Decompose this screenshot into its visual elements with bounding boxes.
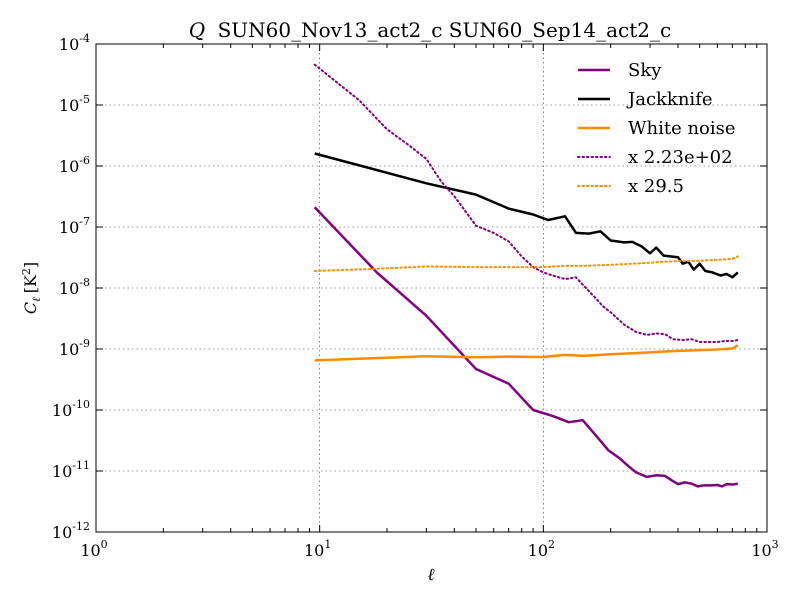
x-tick-exp: 3 — [772, 538, 779, 551]
y-tick-label: 10-4 — [59, 32, 90, 54]
y-label-sub: ℓ — [30, 297, 43, 302]
series-line-4 — [313, 63, 739, 343]
y-tick-base: 10 — [59, 279, 79, 298]
title-symbol: Q — [189, 18, 205, 42]
y-tick-label: 10-5 — [59, 93, 90, 115]
y-tick-base: 10 — [59, 157, 79, 176]
x-axis-label: ℓ — [427, 565, 434, 585]
y-label-unit-open: [K — [21, 274, 40, 293]
x-tick-base: 10 — [528, 541, 548, 560]
series-line-2 — [314, 152, 739, 279]
title-text: SUN60_Nov13_act2_c SUN60_Sep14_act2_c — [218, 18, 672, 42]
y-tick-exp: -4 — [79, 32, 90, 45]
y-tick-exp: -6 — [79, 154, 90, 167]
y-tick-base: 10 — [52, 401, 72, 420]
y-tick-label: 10-8 — [59, 276, 90, 298]
y-tick-exp: -12 — [72, 520, 90, 533]
y-label-unit-close: ] — [21, 262, 40, 268]
x-tick-exp: 1 — [324, 538, 331, 551]
axis-ticks — [95, 43, 768, 533]
y-tick-base: 10 — [59, 96, 79, 115]
y-tick-base: 10 — [59, 218, 79, 237]
y-tick-label: 10-10 — [52, 398, 90, 420]
y-tick-exp: -11 — [72, 459, 90, 472]
y-tick-label: 10-11 — [52, 459, 90, 481]
x-tick-base: 10 — [304, 541, 324, 560]
y-tick-exp: -7 — [79, 215, 90, 228]
grid-lines — [96, 44, 767, 532]
y-tick-label: 10-9 — [59, 337, 90, 359]
y-tick-base: 10 — [59, 340, 79, 359]
series-line-5 — [313, 255, 739, 272]
x-tick-base: 10 — [80, 541, 100, 560]
y-tick-label: 10-12 — [52, 520, 90, 542]
y-tick-exp: -10 — [72, 398, 90, 411]
x-tick-label: 102 — [528, 538, 555, 560]
legend-label-4: x 2.23e+02 — [628, 147, 733, 168]
chart-title: Q SUN60_Nov13_act2_c SUN60_Sep14_act2_c — [189, 18, 671, 42]
x-tick-label: 100 — [80, 538, 107, 560]
x-tick-exp: 0 — [101, 538, 108, 551]
legend-label-3: White noise — [628, 118, 736, 139]
y-tick-base: 10 — [52, 462, 72, 481]
y-tick-label: 10-6 — [59, 154, 90, 176]
y-tick-base: 10 — [52, 523, 72, 542]
series-line-1 — [313, 206, 738, 488]
legend-label-2: Jackknife — [626, 89, 713, 110]
y-tick-label: 10-7 — [59, 215, 90, 237]
y-label-main: C — [21, 302, 40, 314]
x-tick-base: 10 — [751, 541, 771, 560]
legend-label-5: x 29.5 — [628, 176, 684, 197]
series-line-3 — [314, 344, 739, 362]
x-tick-label: 103 — [751, 538, 778, 560]
legend: Sky Jackknife White noise x 2.23e+02 x 29.5 — [577, 60, 736, 197]
y-tick-exp: -8 — [79, 276, 90, 289]
series-lines — [313, 63, 739, 488]
y-tick-base: 10 — [59, 35, 79, 54]
y-label-unit-exp: 2 — [20, 268, 33, 275]
y-tick-exp: -9 — [79, 337, 90, 350]
y-axis-label: Cℓ [K2] — [20, 262, 43, 314]
x-tick-label: 101 — [304, 538, 331, 560]
legend-label-1: Sky — [628, 60, 662, 81]
x-tick-exp: 2 — [548, 538, 555, 551]
x-tick-labels: 100 101 102 103 — [80, 538, 778, 560]
y-tick-exp: -5 — [79, 93, 90, 106]
